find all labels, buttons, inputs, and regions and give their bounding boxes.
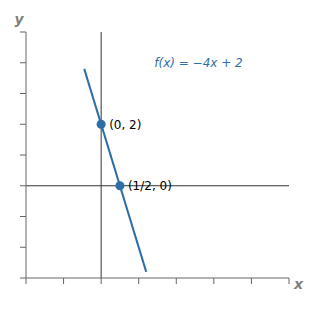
svg-text:f(x) = −4x + 2: f(x) = −4x + 2 — [154, 56, 242, 70]
svg-text:(0, 2): (0, 2) — [109, 118, 141, 132]
svg-text:y: y — [14, 11, 24, 27]
svg-text:x: x — [293, 276, 304, 292]
svg-text:(1/2, 0): (1/2, 0) — [128, 179, 172, 193]
